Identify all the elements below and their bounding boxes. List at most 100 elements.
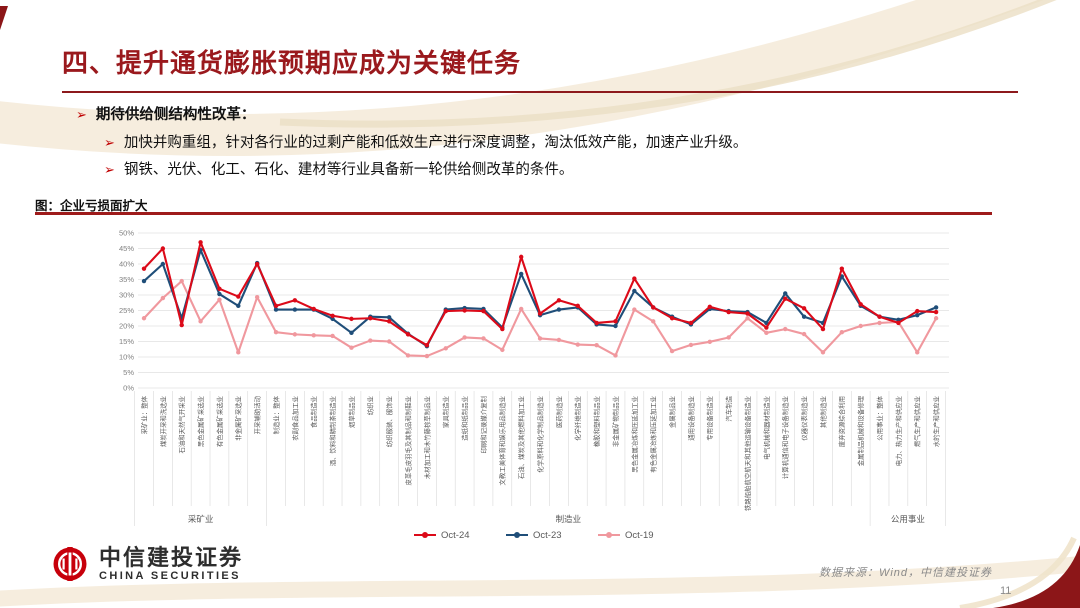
data-point-Oct-19 <box>820 350 826 355</box>
figure-caption-divider <box>35 212 992 215</box>
chart-series-line-Oct-23 <box>143 248 937 348</box>
data-point-Oct-24 <box>424 343 430 348</box>
data-point-Oct-24 <box>198 240 203 245</box>
bullet-arrow-icon: ➢ <box>104 162 115 177</box>
data-point-Oct-23 <box>386 315 392 320</box>
x-tick-label: 化学原料和化学制品制造业 <box>535 395 544 472</box>
x-tick-label: 废弃资源综合利用 <box>837 396 846 447</box>
x-tick-label: 木材加工和木竹藤棕草制品业 <box>422 395 431 479</box>
data-point-Oct-23 <box>783 291 788 296</box>
bullet-level2-text: 钢铁、光伏、化工、石化、建材等行业具备新一轮供给侧改革的条件。 <box>123 162 574 178</box>
y-tick-label: 20% <box>119 322 134 331</box>
data-point-Oct-23 <box>801 314 807 319</box>
data-point-Oct-19 <box>783 326 788 332</box>
x-tick-label: 有色金属冶炼和压延加工业 <box>649 395 658 472</box>
data-point-Oct-19 <box>575 342 580 347</box>
data-point-Oct-24 <box>462 308 467 313</box>
data-point-Oct-19 <box>594 343 599 348</box>
data-point-Oct-24 <box>820 326 826 332</box>
data-point-Oct-24 <box>537 311 543 316</box>
data-point-Oct-19 <box>330 333 335 339</box>
corner-accent-top-left <box>0 6 8 30</box>
legend-marker-dot <box>422 532 428 538</box>
data-point-Oct-23 <box>292 307 298 312</box>
y-tick-label: 5% <box>123 368 134 377</box>
data-point-Oct-23 <box>556 307 562 312</box>
x-tick-label: 农副食品加工业 <box>290 395 299 440</box>
data-point-Oct-19 <box>198 319 203 324</box>
legend-item: Oct-24 <box>414 530 470 541</box>
x-tick-label: 铁路船舶航空航天和其他运输设备制造业 <box>743 395 752 511</box>
x-tick-label: 金属制品业 <box>667 395 676 428</box>
page-title: 四、提升通货膨胀预期应成为关键任务 <box>62 48 522 78</box>
x-tick-label: 文教工美体育和娱乐用品制造业 <box>498 395 507 485</box>
x-tick-label: 酒、饮料和精制茶制造业 <box>328 395 337 466</box>
bullet-level1: ➢ 期待供给侧结构性改革： <box>76 103 255 124</box>
data-point-Oct-24 <box>707 304 712 309</box>
data-point-Oct-19 <box>745 316 750 321</box>
x-tick-label: 计算机通信和电子设备制造业 <box>781 395 790 479</box>
data-point-Oct-23 <box>330 316 335 322</box>
legend-item: Oct-19 <box>598 530 654 541</box>
data-point-Oct-19 <box>613 353 618 358</box>
industry-group-label: 公用事业 <box>891 514 925 524</box>
x-tick-label: 医药制造业 <box>554 395 563 428</box>
data-point-Oct-19 <box>519 306 524 312</box>
data-point-Oct-24 <box>594 320 599 326</box>
data-point-Oct-24 <box>783 296 788 301</box>
data-point-Oct-24 <box>839 266 845 271</box>
x-tick-label: 石油、煤炭及其他燃料加工业 <box>517 395 526 479</box>
x-tick-label: 纺织业 <box>366 395 375 415</box>
data-point-Oct-24 <box>254 261 260 267</box>
data-point-Oct-24 <box>726 309 731 315</box>
data-point-Oct-24 <box>745 311 750 316</box>
company-logo: 中信建投证券 CHINA SECURITIES <box>52 545 243 583</box>
x-tick-label: 纺织服装、服饰业 <box>385 395 394 447</box>
x-tick-label: 采矿业：整体 <box>139 395 148 434</box>
data-point-Oct-19 <box>443 346 448 351</box>
y-tick-label: 30% <box>119 291 134 300</box>
data-point-Oct-19 <box>236 350 241 355</box>
data-point-Oct-24 <box>933 309 939 315</box>
bullet-arrow-icon: ➢ <box>76 107 87 122</box>
data-point-Oct-24 <box>217 286 222 291</box>
x-tick-label: 烟草制品业 <box>347 395 356 428</box>
x-tick-label: 燃气生产和供应业 <box>913 395 922 447</box>
company-name-cn: 中信建投证券 <box>99 545 244 570</box>
x-tick-label: 非金属矿物制品业 <box>611 395 620 447</box>
data-point-Oct-24 <box>896 320 901 326</box>
x-tick-label: 橡胶和塑料制品业 <box>592 395 601 447</box>
y-tick-label: 15% <box>119 337 134 346</box>
data-point-Oct-19 <box>311 333 316 338</box>
data-point-Oct-19 <box>160 295 166 301</box>
data-source-note: 数据来源：Wind，中信建投证券 <box>819 567 992 579</box>
data-point-Oct-23 <box>933 305 939 310</box>
y-tick-label: 40% <box>119 260 134 269</box>
data-point-Oct-19 <box>726 335 731 340</box>
bullet-level2-item: ➢ 钢铁、光伏、化工、石化、建材等行业具备新一轮供给侧改革的条件。 <box>104 158 573 179</box>
x-tick-label: 化学纤维制造业 <box>573 395 582 440</box>
data-point-Oct-23 <box>160 261 166 267</box>
data-point-Oct-19 <box>481 336 486 341</box>
x-tick-label: 皮革毛皮羽毛及其制品和制鞋业 <box>403 395 412 485</box>
legend-item: Oct-23 <box>506 530 562 541</box>
data-point-Oct-24 <box>669 316 675 321</box>
data-point-Oct-19 <box>349 345 354 350</box>
data-point-Oct-24 <box>160 246 166 251</box>
y-tick-label: 25% <box>119 306 134 315</box>
page-number: 11 <box>1000 585 1012 597</box>
data-point-Oct-24 <box>443 308 448 314</box>
data-point-Oct-19 <box>632 307 637 312</box>
data-point-Oct-19 <box>273 330 279 335</box>
chart-series-line-Oct-19 <box>143 279 938 358</box>
bullet-level2-item: ➢ 加快并购重组，针对各行业的过剩产能和低效生产进行深度调整，淘汰低效产能，加速产… <box>104 131 747 152</box>
x-tick-label: 专用设备制造业 <box>705 395 714 440</box>
x-tick-label: 公用事业：整体 <box>875 395 884 440</box>
data-point-Oct-24 <box>349 316 354 322</box>
y-tick-label: 35% <box>119 275 134 284</box>
data-point-Oct-24 <box>801 306 807 311</box>
data-point-Oct-23 <box>349 330 354 336</box>
data-point-Oct-24 <box>386 319 392 324</box>
data-point-Oct-24 <box>500 326 505 332</box>
